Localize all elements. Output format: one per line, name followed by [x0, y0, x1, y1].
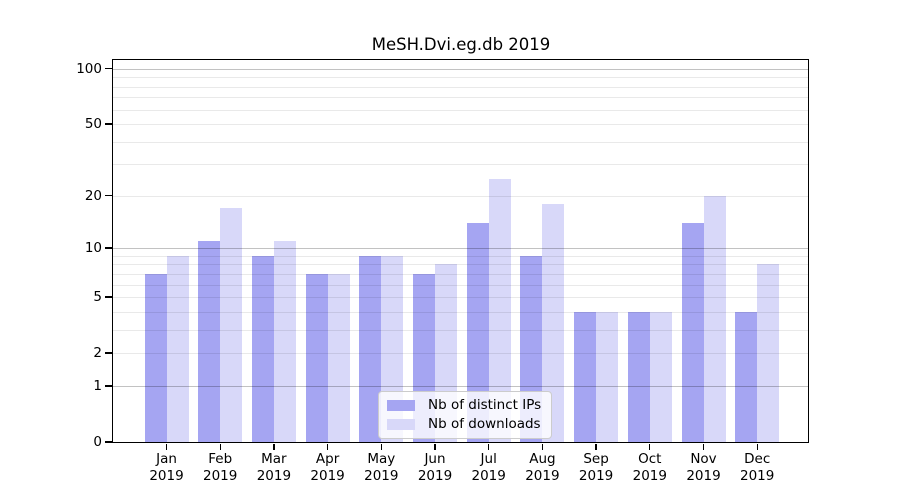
x-tick-mark-nov [702, 443, 705, 450]
y-tick-label-2: 2 [93, 345, 102, 362]
bar-distinct-ips-mar [251, 255, 274, 442]
x-tick-mark-oct [649, 443, 651, 450]
bar-distinct-ips-apr [305, 273, 328, 442]
x-tick-year: 2019 [149, 468, 184, 484]
x-tick-mark-dec [756, 443, 758, 450]
x-tick-label-sep: Sep 2019 [566, 451, 626, 485]
bar-downloads-dec [757, 264, 780, 442]
x-tick-month: Feb [208, 451, 233, 467]
legend: Nb of distinct IPs Nb of downloads [378, 391, 553, 439]
bar-distinct-ips-dec [735, 311, 758, 442]
y-tick-label-100: 100 [76, 60, 102, 77]
legend-item-distinct-ips: Nb of distinct IPs [387, 397, 541, 413]
x-tick-month: Nov [690, 451, 717, 467]
y-tick-mark-5 [104, 296, 112, 298]
y-tick-label-0: 0 [93, 434, 102, 450]
bar-downloads-jan [166, 255, 189, 442]
x-tick-mark-jun [434, 443, 436, 450]
bar-downloads-nov [703, 195, 726, 442]
bar-distinct-ips-oct [627, 311, 650, 442]
x-tick-mark-may [380, 443, 382, 450]
chart-title: MeSH.Dvi.eg.db 2019 [371, 35, 551, 54]
y-tick-mark-20 [104, 195, 112, 197]
y-tick-mark-100 [104, 68, 112, 70]
x-tick-mark-jan [165, 443, 168, 450]
x-tick-year: 2019 [578, 468, 614, 484]
y-tick-label-1: 1 [93, 377, 102, 394]
x-tick-label-aug: Aug 2019 [512, 451, 572, 485]
x-tick-month: Aug [529, 451, 556, 467]
y-tick-mark-0 [104, 441, 112, 443]
x-tick-year: 2019 [417, 468, 453, 484]
x-tick-label-apr: Apr 2019 [298, 451, 358, 485]
x-tick-month: Jan [156, 451, 177, 467]
bar-downloads-oct [649, 311, 672, 442]
bar-distinct-ips-feb [198, 241, 221, 442]
bar-distinct-ips-jul [466, 223, 489, 442]
x-tick-mark-feb [219, 443, 221, 450]
x-tick-month: Oct [638, 451, 662, 467]
bar-downloads-apr [327, 273, 350, 442]
y-tick-label-20: 20 [84, 187, 102, 204]
y-tick-label-50: 50 [84, 116, 102, 133]
x-tick-year: 2019 [740, 468, 775, 484]
y-tick-label-10: 10 [84, 240, 102, 257]
x-tick-month: Mar [261, 451, 287, 467]
x-tick-month: Jun [424, 451, 446, 467]
bar-downloads-jul [488, 178, 511, 442]
x-tick-year: 2019 [203, 468, 238, 484]
x-tick-year: 2019 [310, 468, 345, 484]
x-tick-month: Jul [480, 451, 497, 467]
x-tick-label-nov: Nov 2019 [674, 451, 734, 485]
x-tick-label-may: May 2019 [351, 451, 411, 485]
bar-downloads-aug [542, 203, 565, 442]
bar-distinct-ips-nov [681, 223, 704, 442]
legend-label-downloads: Nb of downloads [428, 416, 541, 432]
x-tick-month: Dec [744, 451, 771, 467]
legend-swatch-distinct-ips-icon [387, 399, 415, 411]
y-tick-mark-50 [104, 123, 112, 125]
bar-distinct-ips-sep [574, 311, 597, 442]
x-tick-label-dec: Dec 2019 [727, 451, 787, 485]
bar-downloads-feb [220, 208, 243, 442]
x-tick-month: May [367, 451, 396, 467]
x-tick-year: 2019 [256, 468, 292, 484]
y-tick-mark-2 [104, 352, 112, 354]
x-tick-year: 2019 [471, 468, 506, 484]
legend-label-distinct-ips: Nb of distinct IPs [428, 397, 542, 413]
x-tick-label-jan: Jan 2019 [137, 451, 197, 485]
x-tick-year: 2019 [364, 468, 399, 484]
y-tick-label-5: 5 [93, 289, 102, 306]
legend-item-downloads: Nb of downloads [387, 416, 541, 432]
x-tick-mark-mar [273, 443, 275, 450]
x-tick-month: Apr [315, 451, 340, 467]
bar-distinct-ips-jan [144, 273, 167, 442]
bar-downloads-mar [273, 241, 296, 442]
y-tick-mark-10 [104, 247, 112, 249]
bar-downloads-sep [596, 311, 619, 442]
bars-layer [113, 60, 808, 442]
x-tick-label-jul: Jul 2019 [459, 451, 519, 485]
y-tick-mark-1 [104, 385, 112, 387]
x-tick-mark-sep [595, 443, 597, 450]
x-tick-year: 2019 [686, 468, 721, 484]
x-tick-label-jun: Jun 2019 [405, 451, 465, 485]
x-tick-label-feb: Feb 2019 [190, 451, 250, 485]
x-tick-month: Sep [583, 451, 609, 467]
x-tick-mark-aug [541, 443, 544, 450]
x-tick-year: 2019 [525, 468, 560, 484]
x-tick-year: 2019 [632, 468, 667, 484]
x-tick-label-mar: Mar 2019 [244, 451, 304, 485]
x-tick-label-oct: Oct 2019 [620, 451, 680, 485]
bar-distinct-ips-may [359, 255, 382, 442]
plot-area: Nb of distinct IPs Nb of downloads 0 1 2 5 1… [76, 59, 809, 484]
legend-swatch-downloads-icon [387, 418, 415, 430]
x-tick-mark-jul [488, 443, 490, 450]
x-tick-mark-apr [326, 443, 329, 450]
